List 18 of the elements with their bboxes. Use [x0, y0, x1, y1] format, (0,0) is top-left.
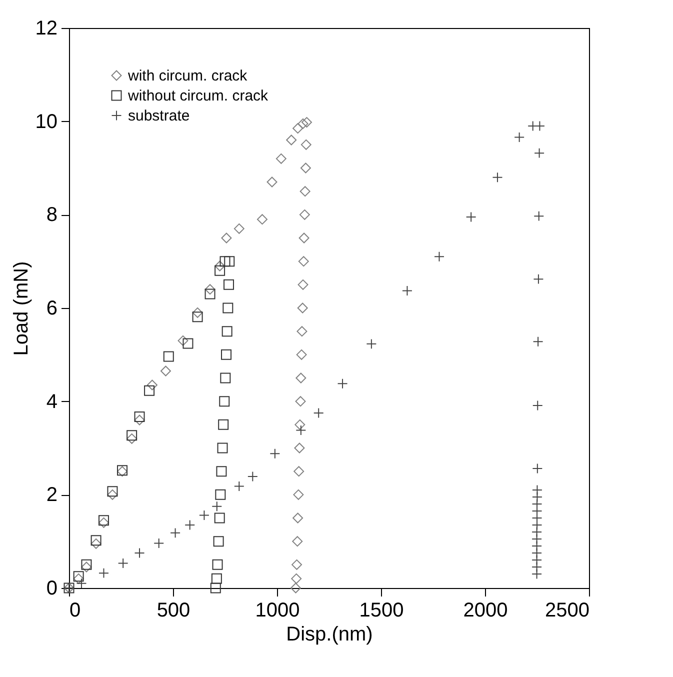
y-tick-label: 10	[35, 110, 58, 133]
y-tick-label: 0	[46, 578, 58, 600]
y-axis-title: Load (mN)	[10, 261, 32, 356]
x-tick-label: 1000	[255, 600, 300, 622]
x-tick-label: 500	[156, 600, 190, 622]
legend-label: substrate	[128, 108, 190, 124]
y-tick-label: 2	[46, 484, 58, 506]
y-tick-label: 6	[46, 298, 58, 320]
y-tick-label: 4	[46, 390, 58, 413]
x-tick-label: 0	[70, 600, 81, 622]
x-tick-label: 1500	[359, 600, 404, 622]
x-tick-label: 2000	[463, 600, 508, 622]
legend-label: without circum. crack	[127, 88, 269, 104]
x-tick-label: 2500	[545, 600, 590, 622]
x-axis-title: Disp.(nm)	[286, 624, 373, 646]
y-tick-label: 12	[35, 18, 58, 40]
y-tick-label: 8	[46, 204, 58, 226]
legend-label: with circum. crack	[127, 68, 248, 84]
